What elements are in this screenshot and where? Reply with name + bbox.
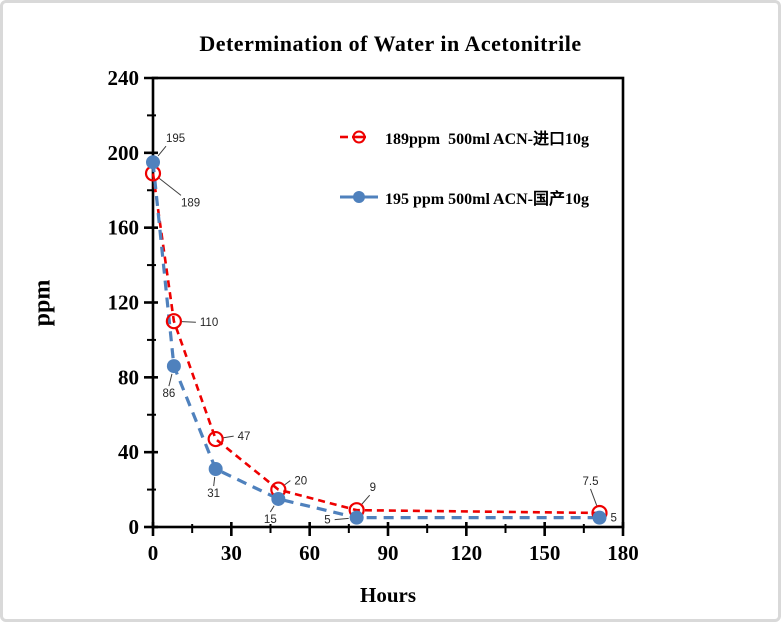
x-tick-label: 150 bbox=[529, 541, 561, 565]
data-label-leader bbox=[157, 145, 167, 157]
legend-label-domestic: 195 ppm 500ml ACN-国产10g bbox=[385, 191, 590, 208]
open-circle-marker bbox=[207, 430, 224, 448]
filled-circle-marker bbox=[271, 491, 286, 506]
data-point-label: 5 bbox=[611, 513, 617, 525]
data-label-leader bbox=[223, 435, 234, 439]
open-circle-marker bbox=[165, 313, 182, 330]
filled-circle-marker bbox=[166, 359, 181, 374]
y-tick-label: 240 bbox=[108, 66, 140, 90]
y-tick-label: 40 bbox=[118, 440, 139, 464]
y-tick-label: 0 bbox=[129, 515, 140, 539]
data-point-label: 31 bbox=[207, 488, 220, 500]
data-label-leader bbox=[590, 488, 598, 506]
y-tick-label: 200 bbox=[108, 141, 140, 165]
data-label-leader bbox=[158, 177, 182, 196]
x-tick-label: 30 bbox=[221, 541, 242, 565]
series-line-1 bbox=[151, 162, 600, 520]
data-point-label: 195 bbox=[166, 133, 185, 145]
x-tick-label: 60 bbox=[299, 541, 320, 565]
filled-circle-marker bbox=[146, 155, 160, 170]
data-point-label: 5 bbox=[324, 515, 330, 527]
data-point-label: 9 bbox=[370, 482, 376, 494]
data-point-label: 47 bbox=[238, 431, 251, 443]
chart-title: Determination of Water in Acetonitrile bbox=[199, 31, 582, 56]
data-point-label: 110 bbox=[200, 317, 218, 329]
legend-item-imported: 189ppm 500ml ACN-进口10g bbox=[339, 127, 590, 148]
line-filled-circle-marker-icon bbox=[340, 191, 378, 203]
y-tick-label: 80 bbox=[118, 365, 139, 389]
x-axis-title: Hours bbox=[359, 583, 416, 607]
data-label-leader bbox=[361, 494, 371, 505]
series-line-0 bbox=[151, 173, 600, 515]
x-tick-label: 120 bbox=[451, 541, 483, 565]
data-point-label: 189 bbox=[181, 197, 200, 209]
data-point-label: 86 bbox=[162, 388, 175, 400]
filled-circle-marker bbox=[349, 510, 364, 525]
plot-area: 0 30 60 90 120 150 180 0 40 80 120 160 200 240 189 110 4… bbox=[108, 66, 639, 565]
y-tick-label: 160 bbox=[108, 216, 140, 240]
data-label-leader bbox=[334, 517, 349, 521]
filled-circle-marker bbox=[208, 462, 223, 477]
x-tick-label: 180 bbox=[607, 541, 639, 565]
dashed-open-circle-marker-icon bbox=[340, 130, 366, 144]
data-label-leader bbox=[284, 480, 291, 486]
data-label-leader bbox=[213, 476, 216, 487]
data-label-leader bbox=[269, 505, 275, 513]
filled-circle-marker bbox=[592, 510, 607, 525]
data-point-label: 7.5 bbox=[583, 476, 599, 488]
legend: 189ppm 500ml ACN-进口10g 195 ppm 500ml ACN… bbox=[339, 127, 590, 208]
x-tick-label: 0 bbox=[148, 541, 159, 565]
y-tick-label: 120 bbox=[108, 291, 140, 315]
x-tick-label: 90 bbox=[378, 541, 399, 565]
legend-item-domestic: 195 ppm 500ml ACN-国产10g bbox=[339, 187, 590, 208]
data-point-label: 15 bbox=[264, 514, 277, 526]
legend-label-imported: 189ppm 500ml ACN-进口10g bbox=[385, 131, 590, 148]
data-label-leader bbox=[168, 373, 173, 387]
data-label-leader bbox=[181, 321, 196, 323]
data-point-label: 20 bbox=[294, 476, 307, 488]
